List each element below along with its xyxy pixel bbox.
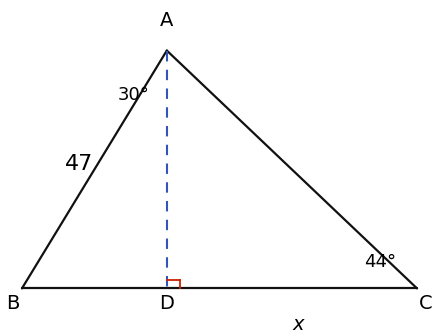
Text: x: x xyxy=(292,314,304,334)
Text: C: C xyxy=(418,294,432,313)
Text: 30°: 30° xyxy=(118,86,149,104)
Text: D: D xyxy=(159,294,174,313)
Text: A: A xyxy=(160,11,173,30)
Text: 44°: 44° xyxy=(363,253,395,271)
Text: 47: 47 xyxy=(65,154,93,173)
Text: B: B xyxy=(7,294,20,313)
